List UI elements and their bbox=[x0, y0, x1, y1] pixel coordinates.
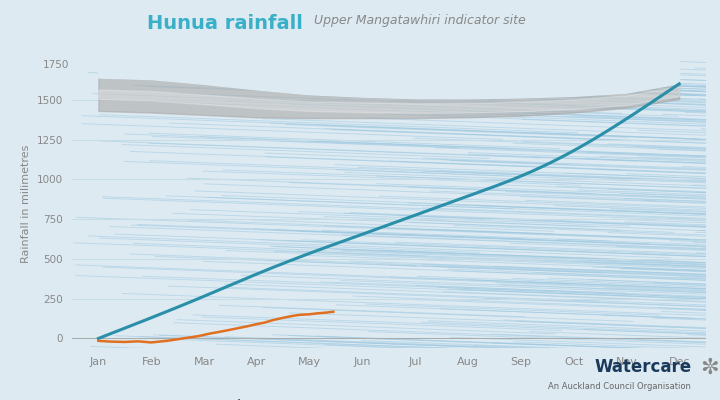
Legend: FY2020, Normal: FY2020, Normal bbox=[78, 394, 247, 400]
Text: An Auckland Council Organisation: An Auckland Council Organisation bbox=[549, 382, 691, 391]
Text: Upper Mangatawhiri indicator site: Upper Mangatawhiri indicator site bbox=[310, 14, 526, 27]
Y-axis label: Rainfall in milimetres: Rainfall in milimetres bbox=[21, 145, 31, 263]
Text: ✼: ✼ bbox=[700, 358, 719, 378]
Text: 1750: 1750 bbox=[43, 60, 69, 70]
Text: Watercare: Watercare bbox=[594, 358, 691, 376]
Text: Hunua rainfall: Hunua rainfall bbox=[147, 14, 302, 33]
